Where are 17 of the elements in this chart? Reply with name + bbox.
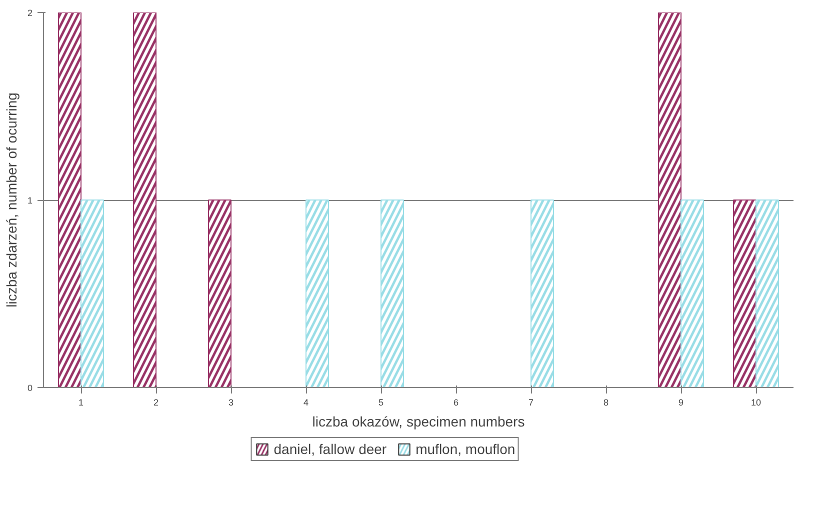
x-tick-label: 1 xyxy=(78,398,84,408)
y-tick-label: 0 xyxy=(27,383,33,393)
legend-label: daniel, fallow deer xyxy=(274,441,387,457)
x-tick-label: 7 xyxy=(528,398,534,408)
x-tick-label: 8 xyxy=(603,398,609,408)
y-tick-label: 2 xyxy=(27,8,33,18)
x-tick-label: 10 xyxy=(750,398,762,408)
x-tick-label: 9 xyxy=(678,398,684,408)
x-axis-title: liczba okazów, specimen numbers xyxy=(312,414,525,430)
legend-label: muflon, mouflon xyxy=(416,441,516,457)
y-tick-label: 1 xyxy=(27,196,33,206)
x-tick-label: 6 xyxy=(453,398,459,408)
x-tick-label: 2 xyxy=(153,398,159,408)
x-tick-label: 3 xyxy=(228,398,234,408)
x-tick-label: 5 xyxy=(378,398,384,408)
y-axis-title: liczba zdarzeń, number of ocurring xyxy=(3,92,20,308)
x-tick-label: 4 xyxy=(303,398,309,408)
